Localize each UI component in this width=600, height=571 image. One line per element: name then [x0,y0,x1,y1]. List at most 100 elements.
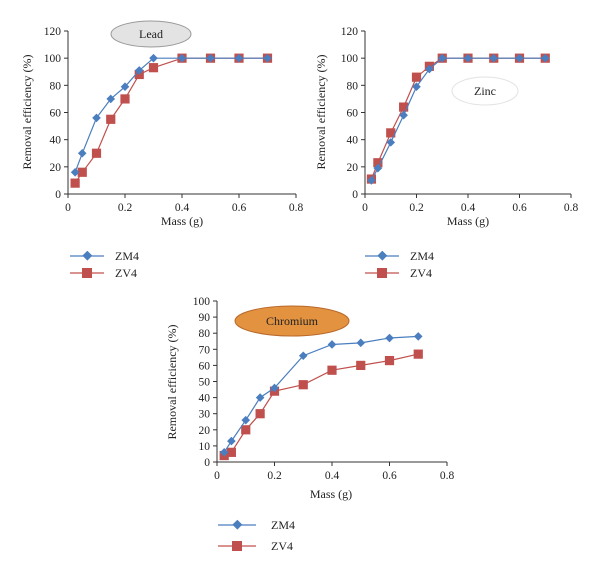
lead-x-tick-label: 0 [65,202,71,214]
lead-y-tick-label: 0 [55,189,61,201]
zinc-x-axis-title: Mass (g) [447,214,489,228]
lead-legend-item-zv4: ZV4 [70,266,137,280]
chromium-point-zv4 [255,409,265,419]
chromium-y-tick-label: 100 [193,296,211,308]
zinc-x-tick-label: 0.2 [409,202,424,214]
zinc-x-tick-label: 0.8 [564,202,579,214]
chromium-point-zm4 [385,333,394,343]
lead-point-zm4 [92,113,101,123]
zinc-point-zm4 [540,53,550,63]
zinc-x-tick-label: 0.6 [512,202,527,214]
zinc-point-zm4 [367,176,376,185]
lead-point-zm4 [77,148,87,158]
lead-legend-label-zm4: ZM4 [115,249,139,263]
chromium-point-zv4 [327,365,337,375]
lead-point-zm4 [120,82,130,91]
zinc-point-zm4 [412,82,421,91]
zinc-y-tick-label: 100 [341,53,359,65]
lead-legend-square-marker [82,268,92,278]
zinc-y-tick-label: 0 [352,189,358,201]
lead-x-axis-title: Mass (g) [161,214,203,228]
chromium-y-tick-label: 60 [199,360,211,372]
zinc-point-zm4 [515,53,524,63]
chromium-legend-item-zm4: ZM4 [218,518,295,532]
chromium-y-tick-label: 80 [199,328,211,340]
chromium-point-zv4 [298,380,308,390]
zinc-x-tick-label: 0 [362,202,368,214]
zinc-point-zm4 [425,64,434,74]
zinc-point-zv4 [411,72,422,82]
chromium-legend-label-zv4: ZV4 [271,539,293,553]
zinc-y-tick-label: 120 [341,26,359,38]
lead-y-tick-label: 120 [44,26,62,38]
zinc-point-zm4 [399,110,408,120]
chromium-legend-label-zm4: ZM4 [271,518,295,532]
zinc-point-zm4 [489,53,499,63]
chromium-y-axis-title: Removal efficiency (%) [165,324,179,439]
lead-point-zm4 [263,53,272,63]
lead-point-zv4 [148,63,159,73]
lead-series-line-zv4 [74,57,268,184]
chromium-point-zm4 [227,436,236,446]
lead-point-zv4 [77,167,87,177]
lead-badge-shape [110,20,192,48]
chromium-y-tick-label: 90 [199,312,211,324]
zinc-chart: 0 20 40 60 80 100 120 0 0.2 0.4 0.6 0.8 Mass (g) Re… [314,26,578,280]
chromium-point-zv4 [241,425,251,435]
lead-legend-diamond-marker [82,250,93,261]
chromium-y-tick-label: 30 [199,409,211,421]
chromium-y-tick-label: 20 [199,425,211,437]
zinc-point-zm4 [373,163,383,173]
zinc-y-tick-label: 80 [347,80,359,92]
chromium-point-zm4 [327,340,337,349]
lead-series-line-zm4 [74,57,268,173]
lead-point-zv4 [106,114,116,124]
lead-y-axis-title: Removal efficiency (%) [20,54,34,169]
zinc-badge-shape [451,76,519,106]
chromium-x-tick-label: 0.6 [382,470,397,482]
chromium-badge-shape [234,305,350,337]
chromium-point-zv4 [356,360,366,370]
chromium-point-zm4 [255,393,265,402]
zinc-point-zm4 [463,53,473,63]
lead-legend-label-zv4: ZV4 [115,266,137,280]
chromium-badge: Chromium [234,305,350,337]
chromium-y-tick-label: 40 [199,393,211,405]
lead-point-zv4 [120,94,130,104]
lead-point-zv4 [91,148,102,158]
chromium-point-zv4 [384,355,395,366]
lead-point-zm4 [149,53,158,63]
chromium-badge-label: Chromium [266,314,319,328]
zinc-point-zm4 [386,138,396,147]
chromium-series-line-zv4 [223,353,419,457]
lead-y-tick-label: 60 [50,108,62,120]
zinc-y-tick-label: 20 [347,162,359,174]
chromium-point-zv4 [226,447,236,457]
chromium-point-zm4 [298,351,308,361]
zinc-legend-square-marker [377,268,387,278]
lead-badge-label: Lead [139,27,163,41]
lead-point-zm4 [106,94,116,104]
zinc-y-tick-label: 40 [347,135,359,147]
zinc-legend-item-zm4: ZM4 [365,249,434,263]
lead-x-tick-label: 0.6 [232,202,247,214]
lead-chart: 0 20 40 60 80 100 120 0 0.2 0.4 0.6 0.8 Mass (g) Re… [20,20,303,280]
chromium-legend: ZM4 ZV4 [218,518,295,553]
zinc-legend-item-zv4: ZV4 [365,266,432,280]
zinc-point-zv4 [373,158,383,168]
zinc-legend-label-zv4: ZV4 [410,266,432,280]
chromium-point-zm4 [356,338,366,348]
lead-y-tick-label: 40 [50,135,62,147]
zinc-badge-label: Zinc [474,84,496,98]
zinc-x-tick-label: 0.4 [461,202,476,214]
lead-point-zm4 [206,53,215,63]
lead-point-zm4 [70,167,80,177]
chromium-point-zm4 [270,383,279,393]
lead-y-tick-label: 100 [44,53,62,65]
zinc-legend-label-zm4: ZM4 [410,249,434,263]
zinc-y-axis-title: Removal efficiency (%) [314,54,328,169]
lead-point-zm4 [134,66,144,75]
chromium-y-tick-label: 50 [199,377,211,389]
lead-y-tick-label: 20 [50,162,62,174]
